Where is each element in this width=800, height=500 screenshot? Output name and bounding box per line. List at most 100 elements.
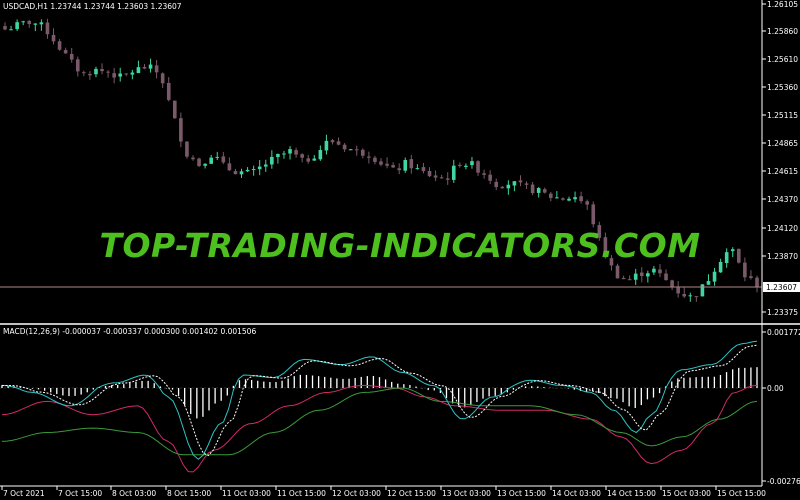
candle (506, 180, 511, 195)
candle (597, 221, 602, 241)
candle (755, 275, 759, 293)
candle (306, 154, 311, 164)
price-axis-label: 1.25860 (767, 27, 798, 36)
macd-panel[interactable]: MACD(12,26,9) -0.000037 -0.000337 0.0003… (0, 327, 800, 486)
candle (112, 67, 116, 84)
candle (276, 153, 280, 164)
time-axis-label: 12 Oct 03:00 (332, 489, 381, 498)
candle (409, 154, 414, 174)
candle (464, 163, 468, 170)
candle (239, 168, 244, 178)
candle (524, 181, 529, 189)
candle (439, 174, 444, 179)
candle (118, 67, 123, 82)
candle (21, 20, 25, 26)
candle (312, 155, 317, 161)
candle (555, 190, 559, 199)
price-axis-label: 1.25115 (767, 111, 798, 120)
candle (579, 191, 583, 204)
candle (621, 275, 626, 280)
price-axis-label: 1.24370 (767, 195, 798, 204)
time-axis-label: 7 Oct 15:00 (58, 489, 102, 498)
candle (209, 154, 213, 164)
candle (664, 269, 668, 281)
candle (470, 156, 474, 169)
candle (130, 69, 135, 80)
time-axis-label: 15 Oct 03:00 (662, 489, 711, 498)
time-axis[interactable]: 7 Oct 2021 7 Oct 15:00 8 Oct 03:00 8 Oct 15… (0, 485, 766, 498)
candle (336, 137, 341, 146)
candle (203, 163, 207, 169)
candle (318, 145, 323, 161)
candle (379, 158, 383, 167)
candle (57, 39, 62, 51)
macd-main-line (1, 340, 758, 460)
candle (348, 149, 353, 151)
candle (415, 164, 420, 170)
candle (367, 151, 371, 164)
candle (627, 275, 632, 281)
candle (603, 232, 608, 259)
candle (706, 274, 711, 285)
candle (63, 47, 68, 54)
candle (542, 187, 547, 194)
candle (251, 165, 256, 176)
candle (160, 72, 165, 89)
candle (51, 28, 56, 45)
candle (294, 147, 298, 158)
candle (15, 19, 19, 32)
candle (397, 163, 401, 175)
time-axis-label: 14 Oct 03:00 (552, 489, 601, 498)
time-axis-label: 7 Oct 2021 (3, 489, 45, 498)
candle (233, 168, 238, 175)
candle (124, 73, 129, 77)
price-axis[interactable]: 1.26105 1.25860 1.25610 1.25360 1.25115 1.248… (761, 0, 800, 486)
candle (652, 265, 656, 276)
candle (263, 159, 268, 172)
candle (658, 264, 662, 278)
candle (730, 247, 735, 258)
candle (433, 170, 438, 182)
candle (33, 23, 38, 32)
time-axis-label: 14 Oct 15:00 (607, 489, 656, 498)
candle (282, 150, 286, 159)
candle (324, 134, 329, 155)
macd-axis-label: 0.00 (767, 384, 784, 393)
candle (106, 70, 110, 78)
candle (512, 181, 517, 192)
candle (549, 191, 553, 202)
price-axis-label: 1.24120 (767, 224, 798, 233)
candle (500, 186, 505, 189)
candle (427, 167, 432, 178)
candle (609, 255, 614, 271)
candle (718, 258, 723, 273)
watermark: TOP-TRADING-INDICATORS.COM (99, 226, 700, 265)
candle (69, 47, 74, 63)
price-axis-label: 1.24615 (767, 167, 798, 176)
candle (75, 56, 80, 77)
candle (633, 268, 638, 285)
candle (421, 162, 426, 174)
time-axis-label: 8 Oct 03:00 (112, 489, 156, 498)
candle (615, 263, 620, 279)
candle (445, 172, 450, 185)
time-axis-label: 11 Oct 15:00 (277, 489, 326, 498)
candle (536, 187, 541, 198)
candle (688, 292, 693, 302)
candle (373, 155, 377, 165)
price-panel[interactable]: USDCAD,H1 1.23744 1.23744 1.23603 1.2360… (0, 0, 762, 323)
candle (385, 157, 389, 169)
candle (245, 167, 250, 173)
time-axis-label: 13 Oct 15:00 (497, 489, 546, 498)
candle (166, 77, 171, 102)
candle (148, 58, 153, 73)
candle (27, 19, 32, 28)
time-axis-label: 11 Oct 03:00 (222, 489, 271, 498)
candle (712, 267, 717, 286)
candle (518, 175, 523, 187)
price-axis-label: 1.25610 (767, 55, 798, 64)
green-line (1, 387, 758, 456)
candle (488, 170, 492, 185)
candle (458, 162, 462, 168)
